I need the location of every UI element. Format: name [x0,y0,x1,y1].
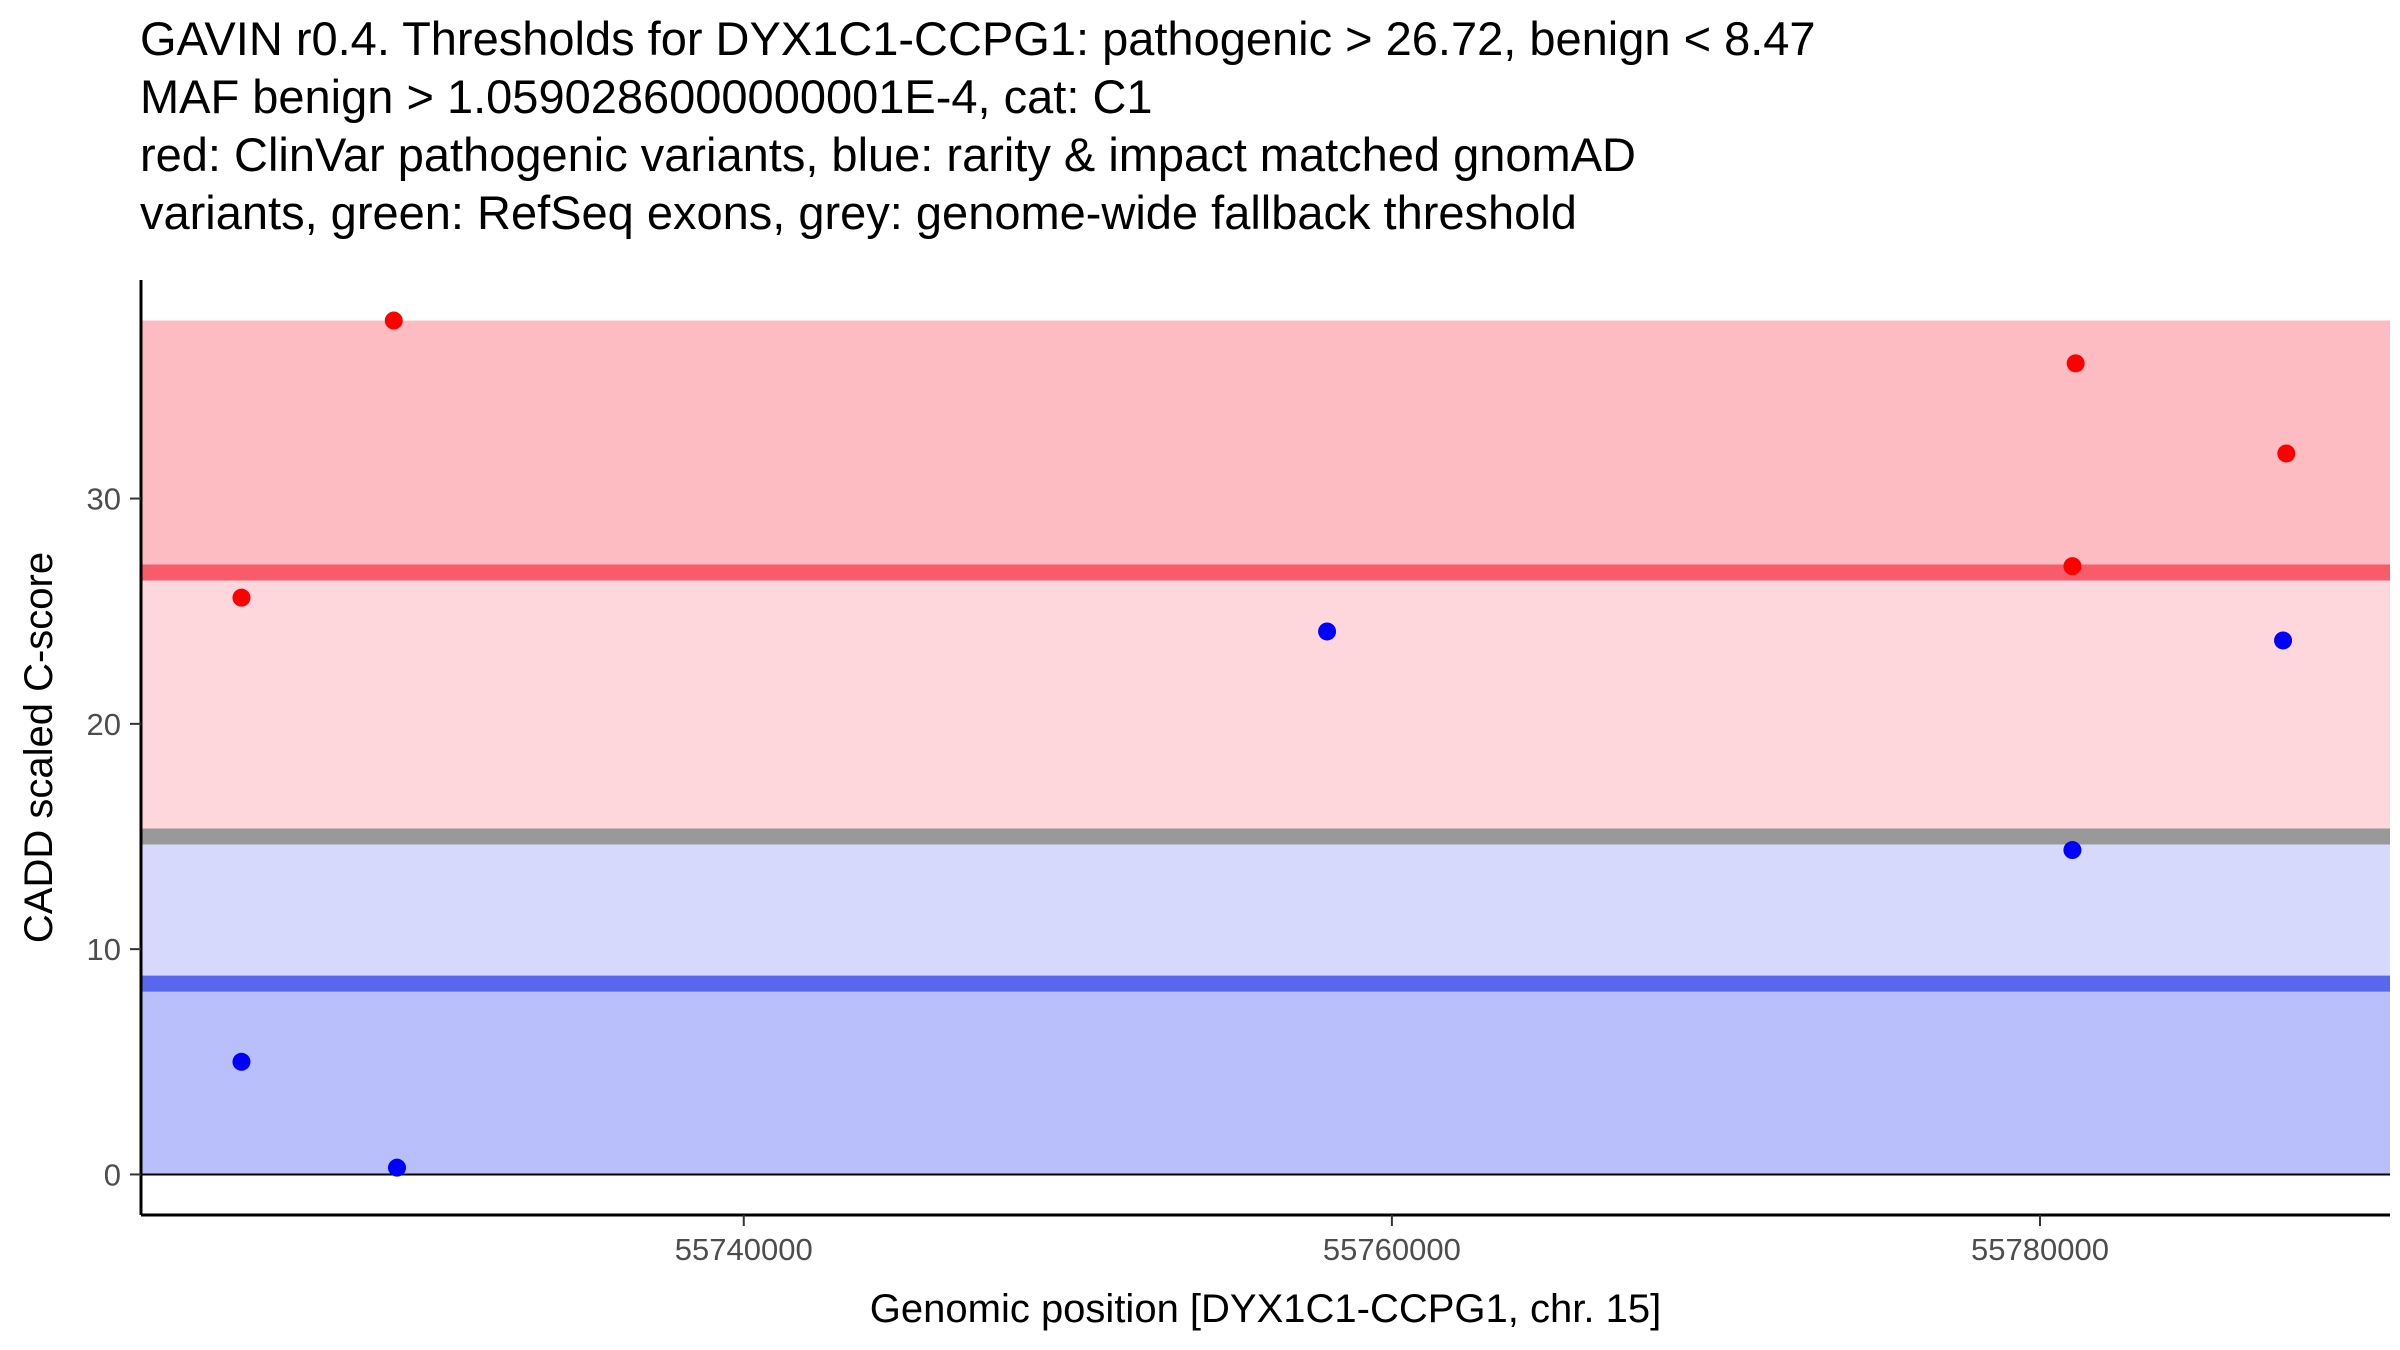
chart-title: GAVIN r0.4. Thresholds for DYX1C1-CCPG1:… [140,10,1816,242]
y-tick-label: 20 [87,707,121,742]
title-line-4: variants, green: RefSeq exons, grey: gen… [140,186,1577,239]
threshold-lines [141,564,2390,1176]
pathogenic-upper-band [141,320,2390,573]
y-tick-label: 10 [87,932,121,967]
y-tick-label: 0 [104,1157,121,1192]
axes: 0 10 20 30 55740000 55760000 55780000 [87,280,2390,1267]
benign-point [1318,622,1337,641]
pathogenic-point [2066,354,2085,373]
benign-point [232,1052,251,1071]
data-points [232,311,2296,1177]
pathogenic-point [2277,444,2296,463]
y-axis-title: CADD scaled C-score [17,552,61,943]
benign-point [388,1158,407,1177]
pathogenic-lower-band [141,572,2390,837]
benign-upper-band [141,836,2390,984]
title-line-1: GAVIN r0.4. Thresholds for DYX1C1-CCPG1:… [140,12,1816,65]
x-tick-label: 55740000 [675,1232,813,1267]
benign-point [2274,631,2293,650]
title-line-2: MAF benign > 1.0590286000000001E-4, cat:… [140,70,1153,123]
x-axis-title: Genomic position [DYX1C1-CCPG1, chr. 15] [870,1287,1661,1331]
title-line-3: red: ClinVar pathogenic variants, blue: … [140,128,1636,181]
pathogenic-point [2063,557,2082,576]
x-tick-label: 55780000 [1971,1232,2109,1267]
pathogenic-point [232,588,251,607]
pathogenic-point [384,311,403,330]
benign-point [2063,841,2082,860]
x-tick-label: 55760000 [1323,1232,1461,1267]
benign-lower-band [141,983,2390,1175]
threshold-bands [141,320,2390,1175]
y-tick-label: 30 [87,482,121,517]
